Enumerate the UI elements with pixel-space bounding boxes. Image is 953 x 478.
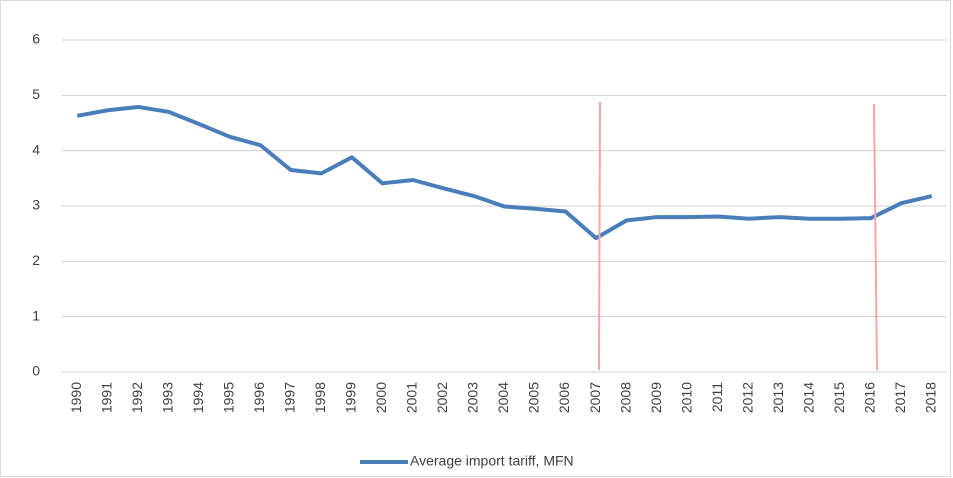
- x-tick-label: 1995: [221, 382, 237, 413]
- x-tick-label: 1999: [343, 382, 359, 413]
- y-tick-label: 4: [32, 141, 40, 157]
- x-tick-label: 1990: [68, 382, 84, 413]
- x-tick-label: 2012: [739, 382, 755, 413]
- y-tick-label: 2: [32, 252, 40, 268]
- data-line: [76, 104, 933, 241]
- y-tick-label: 6: [32, 31, 40, 47]
- x-tick-label: 2002: [434, 382, 450, 413]
- x-tick-label: 2011: [709, 382, 725, 412]
- x-tick-label: 2001: [404, 382, 420, 413]
- x-tick-label: 1998: [312, 382, 328, 413]
- x-tick-label: 2006: [556, 382, 572, 413]
- highlight-line: [598, 101, 601, 371]
- x-tick-label: 2005: [526, 382, 542, 413]
- x-tick-label: 1991: [98, 382, 114, 413]
- x-tick-label: 2018: [922, 382, 938, 413]
- x-tick-label: 2009: [648, 382, 664, 413]
- x-tick-label: 2007: [587, 382, 603, 413]
- x-tick-label: 2015: [831, 382, 847, 413]
- highlight-line: [873, 103, 878, 371]
- x-tick-label: 2010: [678, 382, 694, 413]
- x-tick-label: 1993: [160, 382, 176, 413]
- x-tick-label: 1992: [129, 382, 145, 413]
- x-tick-label: 2016: [861, 382, 877, 413]
- x-tick-label: 2008: [617, 382, 633, 413]
- y-tick-label: 0: [32, 363, 40, 379]
- x-tick-label: 2003: [465, 382, 481, 413]
- x-tick-label: 2013: [770, 382, 786, 413]
- x-tick-label: 2004: [495, 382, 511, 413]
- x-tick-label: 2000: [373, 382, 389, 413]
- x-tick-label: 1994: [190, 382, 206, 413]
- x-tick-label: 2017: [892, 382, 908, 413]
- y-tick-label: 5: [32, 86, 40, 102]
- y-tick-label: 3: [32, 197, 40, 213]
- x-tick-label: 2014: [800, 382, 816, 413]
- legend-label: Average import tariff, MFN: [410, 453, 574, 469]
- x-tick-label: 1997: [282, 382, 298, 413]
- x-tick-label: 1996: [251, 382, 267, 413]
- y-tick-label: 1: [32, 307, 40, 323]
